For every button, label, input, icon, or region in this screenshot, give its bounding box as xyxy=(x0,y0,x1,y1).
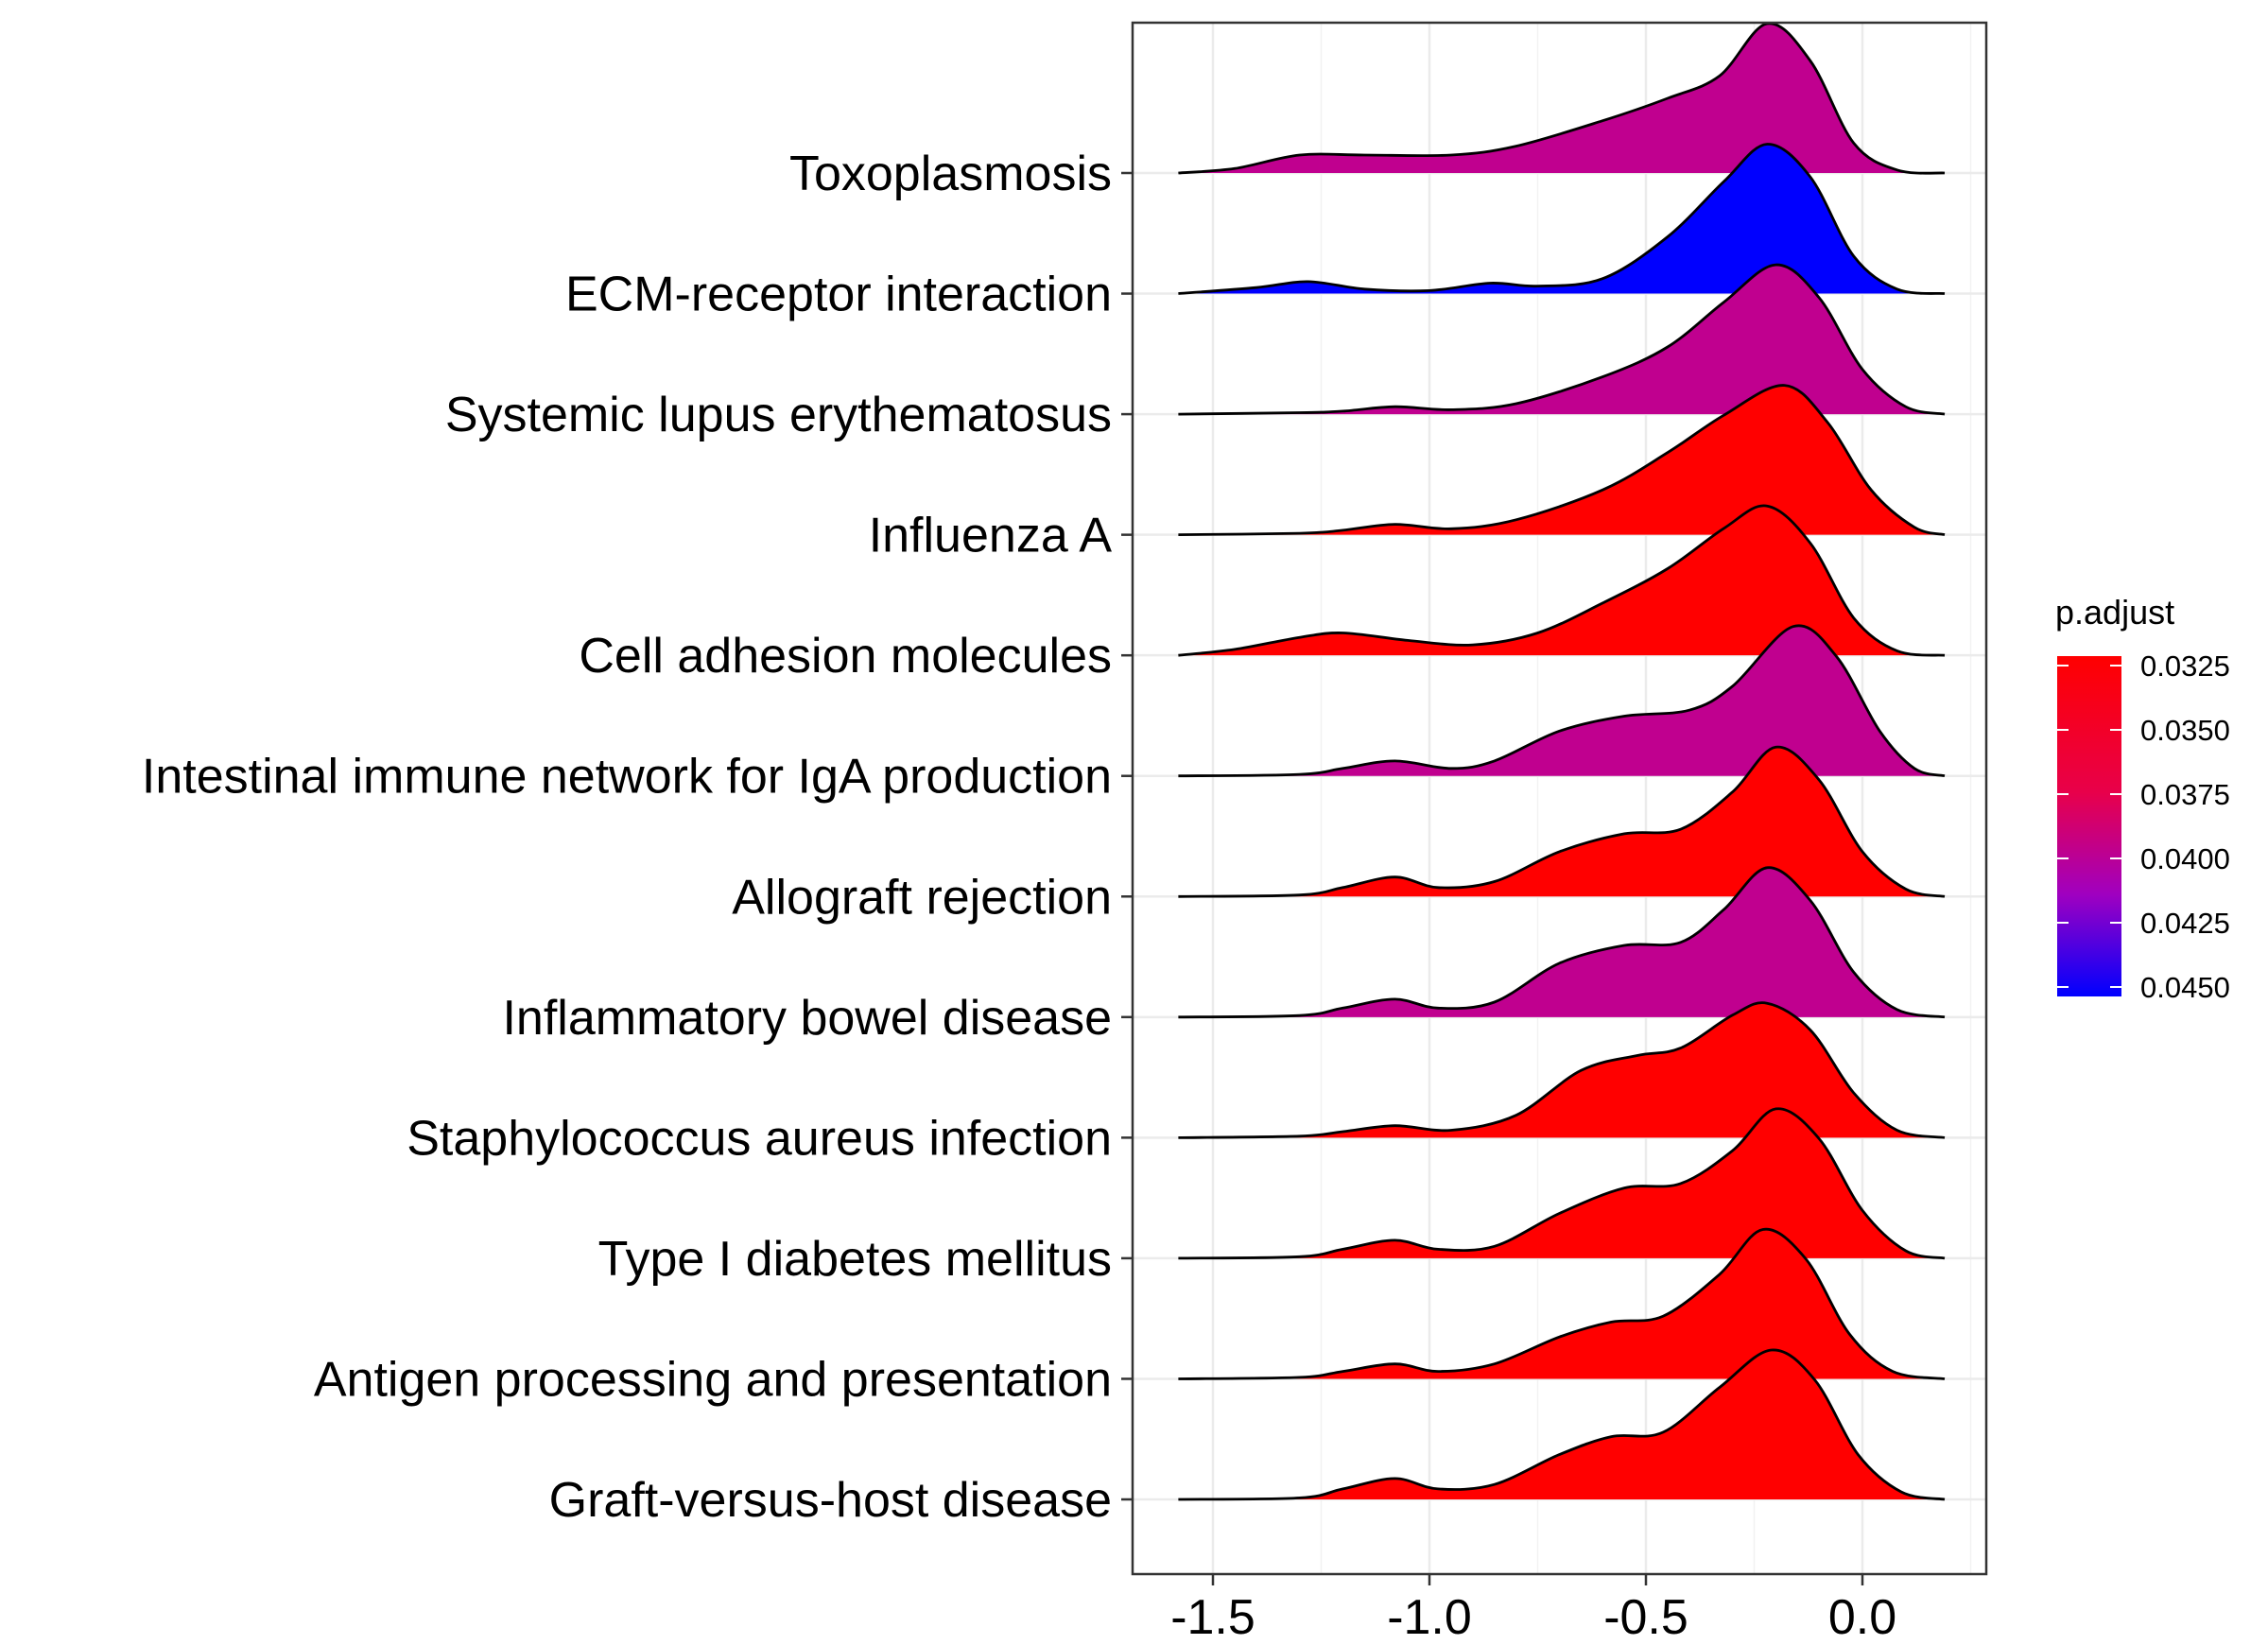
category-label: Intestinal immune network for IgA produc… xyxy=(142,750,1112,805)
x-axis-tick-labels: -1.5 -1.0 -0.5 0.0 xyxy=(1170,1590,1896,1645)
category-label: Inflammatory bowel disease xyxy=(502,991,1112,1046)
ridge-fill-intestinal-immune-network-for-iga-production xyxy=(1178,625,1945,776)
x-tick-label: -0.5 xyxy=(1603,1590,1688,1645)
category-label: Allograft rejection xyxy=(732,870,1112,925)
category-label: Influenza A xyxy=(869,509,1113,563)
ridge-inflammatory-bowel-disease xyxy=(1178,866,1946,1019)
ridge-outline-influenza-a xyxy=(1178,384,1946,536)
ridge-outline-allograft-rejection xyxy=(1178,745,1946,898)
ridge-fill-cell-adhesion-molecules xyxy=(1178,505,1945,656)
ridge-outline-inflammatory-bowel-disease xyxy=(1178,866,1946,1019)
category-label: Cell adhesion molecules xyxy=(579,629,1112,684)
ridge-outline-graft-versus-host-disease xyxy=(1178,1348,1946,1501)
ridge-type-i-diabetes-mellitus xyxy=(1178,1107,1946,1260)
legend-title: p.adjust xyxy=(2055,593,2174,632)
x-tick-label: -1.5 xyxy=(1170,1590,1255,1645)
ridge-fill-ecm-receptor-interaction xyxy=(1178,144,1945,294)
legend-tick-label: 0.0400 xyxy=(2140,842,2230,875)
ridge-fill-antigen-processing-and-presentation xyxy=(1178,1229,1945,1379)
ridge-fill-systemic-lupus-erythematosus xyxy=(1178,265,1945,415)
ridge-intestinal-immune-network-for-iga-production xyxy=(1178,624,1946,778)
legend-tick-label: 0.0350 xyxy=(2140,714,2230,747)
legend-tick-label: 0.0425 xyxy=(2140,907,2230,940)
ridge-fill-staphylococcus-aureus-infection xyxy=(1178,1002,1945,1138)
ridge-fill-type-i-diabetes-mellitus xyxy=(1178,1108,1945,1258)
ridge-staphylococcus-aureus-infection xyxy=(1178,1001,1946,1139)
legend-colorbar xyxy=(2057,656,2121,996)
density-ridges xyxy=(1178,22,1946,1501)
x-tick-label: 0.0 xyxy=(1828,1590,1896,1645)
legend-tick-label: 0.0325 xyxy=(2140,649,2230,683)
x-axis-ticks xyxy=(1211,1574,1864,1585)
ridge-outline-systemic-lupus-erythematosus xyxy=(1178,263,1946,416)
ridge-ecm-receptor-interaction xyxy=(1178,143,1946,295)
ridge-outline-ecm-receptor-interaction xyxy=(1178,143,1946,295)
y-axis-category-labels: Toxoplasmosis ECM-receptor interaction Sys… xyxy=(142,147,1112,1528)
category-label: Type I diabetes mellitus xyxy=(598,1232,1112,1287)
ridge-outline-antigen-processing-and-presentation xyxy=(1178,1227,1946,1380)
ridge-toxoplasmosis xyxy=(1178,22,1946,175)
ridge-fill-influenza-a xyxy=(1178,385,1945,535)
ridge-outline-type-i-diabetes-mellitus xyxy=(1178,1107,1946,1260)
category-label: Staphylococcus aureus infection xyxy=(407,1111,1112,1166)
category-label: Systemic lupus erythematosus xyxy=(445,388,1112,442)
ridge-outline-intestinal-immune-network-for-iga-production xyxy=(1178,624,1946,778)
x-tick-label: -1.0 xyxy=(1387,1590,1472,1645)
ridge-fill-allograft-rejection xyxy=(1178,747,1945,897)
ridge-outline-cell-adhesion-molecules xyxy=(1178,504,1946,657)
y-axis-ticks xyxy=(1121,171,1133,1501)
ridge-systemic-lupus-erythematosus xyxy=(1178,263,1946,416)
plot-panel-border xyxy=(1131,21,1988,1576)
ridge-fill-graft-versus-host-disease xyxy=(1178,1349,1945,1499)
category-label: Toxoplasmosis xyxy=(789,147,1112,201)
color-legend: p.adjust 0.03250.03500.03750.04000.04250… xyxy=(2055,593,2230,1004)
ridge-cell-adhesion-molecules xyxy=(1178,504,1946,657)
category-label: ECM-receptor interaction xyxy=(565,268,1112,322)
category-label: Antigen processing and presentation xyxy=(314,1352,1112,1407)
ridge-allograft-rejection xyxy=(1178,745,1946,898)
category-label: Graft-versus-host disease xyxy=(549,1473,1112,1528)
ridge-fill-inflammatory-bowel-disease xyxy=(1178,867,1945,1017)
legend-tick-label: 0.0375 xyxy=(2140,778,2230,811)
ridge-outline-toxoplasmosis xyxy=(1178,22,1946,175)
ridge-fill-toxoplasmosis xyxy=(1178,23,1945,174)
ridge-graft-versus-host-disease xyxy=(1178,1348,1946,1501)
ridge-influenza-a xyxy=(1178,384,1946,536)
legend-ticks: 0.0325 0.0350 0.0375 0.0400 0.0425 0.0450 xyxy=(2057,649,2230,1004)
ridge-antigen-processing-and-presentation xyxy=(1178,1227,1946,1380)
legend-tick-label: 0.0450 xyxy=(2140,971,2230,1004)
ridge-outline-staphylococcus-aureus-infection xyxy=(1178,1001,1946,1139)
